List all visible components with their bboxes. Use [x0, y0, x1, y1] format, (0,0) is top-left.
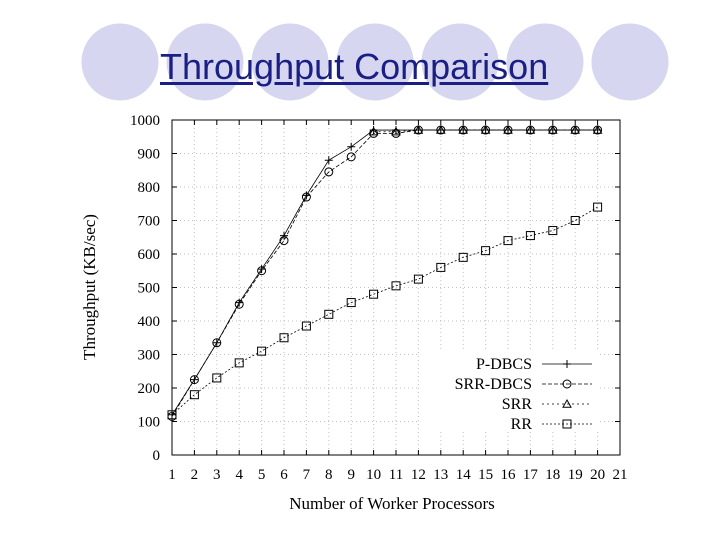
y-axis-label: Throughput (KB/sec): [80, 214, 99, 360]
x-tick-label: 3: [213, 467, 221, 483]
series-group: [167, 125, 603, 421]
data-point: [548, 226, 558, 236]
legend-label: RR: [511, 416, 533, 433]
data-point: [279, 333, 289, 343]
data-point: [570, 125, 581, 134]
y-tick-label: 600: [138, 247, 161, 263]
y-tick-label: 500: [138, 281, 161, 297]
x-tick-label: 16: [501, 467, 517, 483]
data-point: [480, 125, 491, 134]
legend-marker: [562, 379, 572, 389]
data-point: [368, 126, 379, 136]
data-point: [279, 236, 289, 246]
data-point: [301, 321, 311, 331]
x-tick-label: 13: [433, 467, 448, 483]
x-tick-label: 11: [389, 467, 403, 483]
grid-lines: [172, 120, 620, 455]
data-point: [503, 236, 513, 246]
x-tick-label: 19: [568, 467, 583, 483]
x-tick-label: 14: [456, 467, 472, 483]
legend-marker: [562, 398, 572, 408]
data-point: [167, 410, 177, 420]
data-point: [593, 202, 603, 212]
x-tick-label: 1: [168, 467, 176, 483]
x-tick-label: 17: [523, 467, 539, 483]
data-point: [346, 152, 356, 162]
data-point: [234, 299, 244, 309]
data-point: [324, 167, 334, 177]
y-tick-label: 300: [138, 348, 161, 364]
legend-label: SRR-DBCS: [455, 376, 532, 393]
slide-title: Throughput Comparison: [160, 46, 549, 87]
x-tick-label: 12: [411, 467, 426, 483]
data-point: [369, 128, 379, 138]
data-point: [212, 338, 222, 348]
legend-label: P-DBCS: [476, 356, 532, 373]
data-point: [257, 346, 267, 356]
x-tick-label: 5: [258, 467, 266, 483]
data-point: [436, 262, 446, 272]
y-tick-label: 0: [153, 448, 161, 464]
y-tick-label: 1000: [130, 113, 160, 129]
data-point: [257, 266, 267, 276]
y-tick-label: 800: [138, 180, 161, 196]
data-point: [391, 126, 401, 136]
data-point: [525, 125, 536, 134]
y-tick-label: 900: [138, 147, 161, 163]
y-tick-label: 200: [138, 381, 161, 397]
legend-marker: [562, 419, 572, 429]
data-point: [324, 309, 334, 319]
data-point: [592, 125, 603, 134]
y-tick-label: 700: [138, 214, 161, 230]
x-tick-label: 4: [235, 467, 243, 483]
data-point: [234, 358, 244, 368]
data-point: [189, 390, 199, 400]
x-tick-label: 20: [590, 467, 605, 483]
data-point: [413, 274, 423, 284]
data-point: [458, 252, 468, 262]
y-tick-label: 100: [138, 415, 161, 431]
x-tick-label: 2: [191, 467, 199, 483]
series-srr: [368, 125, 603, 136]
data-point: [458, 125, 469, 134]
data-point: [212, 373, 222, 383]
data-point: [280, 231, 288, 240]
data-point: [346, 298, 356, 308]
data-point: [324, 156, 333, 165]
legend: P-DBCS SRR-DBCS SRR RR: [420, 352, 600, 433]
data-point: [570, 216, 580, 225]
data-point: [391, 128, 401, 138]
x-tick-label: 18: [545, 467, 560, 483]
data-point: [369, 289, 379, 299]
data-point: [435, 125, 446, 134]
legend-label: SRR: [502, 396, 533, 413]
x-tick-label: 6: [280, 467, 288, 483]
data-point: [503, 125, 513, 134]
x-tick-label: 10: [366, 467, 381, 483]
legend-marker: [563, 360, 571, 368]
x-tick-label: 21: [613, 467, 628, 483]
data-point: [347, 142, 356, 151]
data-point: [481, 246, 491, 256]
data-point: [189, 375, 199, 385]
series-line: [373, 129, 598, 133]
x-tick-label: 8: [325, 467, 333, 483]
series-rr: [167, 202, 603, 420]
data-point: [525, 231, 535, 241]
x-axis-label: Number of Worker Processors: [289, 494, 495, 513]
data-point: [391, 281, 401, 291]
y-tick-label: 400: [138, 314, 161, 330]
x-tick-label: 15: [478, 467, 493, 483]
data-point: [301, 192, 311, 202]
decorative-circles: [78, 20, 672, 104]
data-point: [547, 125, 558, 134]
data-point: [413, 125, 424, 134]
x-tick-label: 9: [347, 467, 355, 483]
legend-background: [420, 352, 600, 432]
x-tick-label: 7: [303, 467, 311, 483]
